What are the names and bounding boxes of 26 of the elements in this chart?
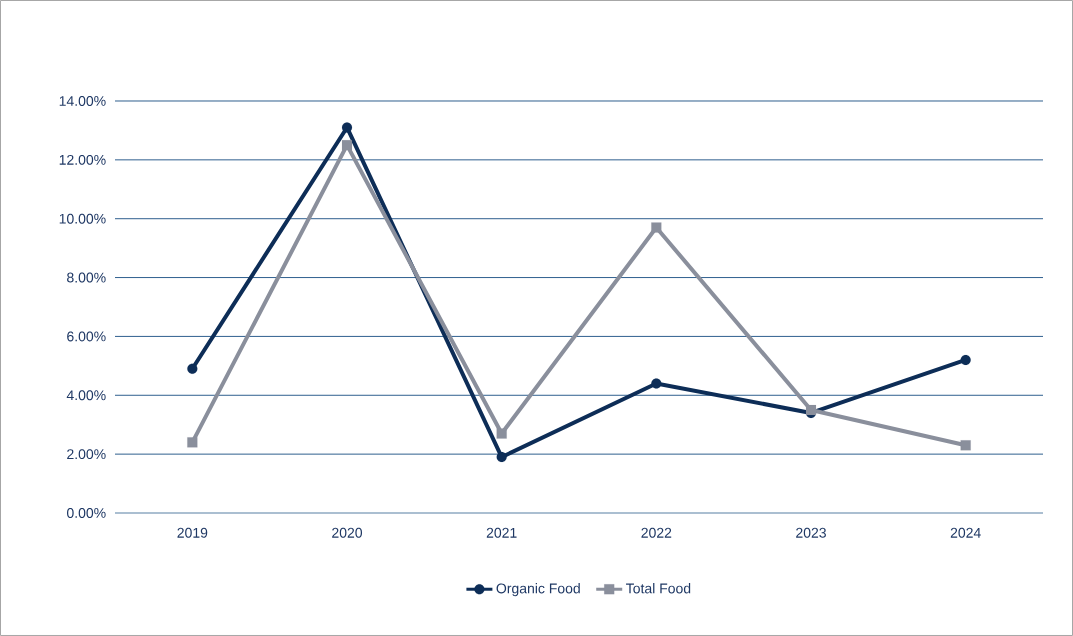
point bbox=[341, 140, 353, 151]
point bbox=[341, 122, 353, 133]
y-tick-label: 8.00% bbox=[67, 272, 106, 283]
y-tick-label: 12.00% bbox=[59, 154, 106, 165]
y-tick-label: 10.00% bbox=[59, 213, 106, 224]
y-tick-label: 2.00% bbox=[67, 449, 106, 460]
point bbox=[651, 222, 662, 233]
legend-label: Organic Food bbox=[496, 583, 580, 597]
point bbox=[496, 428, 507, 439]
point bbox=[651, 378, 662, 389]
y-tick-label: 6.00% bbox=[67, 331, 106, 342]
y-tick-label: 14.00% bbox=[59, 96, 106, 106]
x-tick-label: 2019 bbox=[177, 527, 208, 538]
point bbox=[960, 354, 971, 366]
point bbox=[187, 437, 198, 448]
x-tick-label: 2022 bbox=[641, 527, 672, 538]
point bbox=[496, 452, 507, 463]
point bbox=[187, 363, 198, 374]
y-tick-label: 4.00% bbox=[66, 390, 106, 401]
legend-label: Total Food bbox=[626, 583, 691, 594]
x-tick-label: 2024 bbox=[950, 527, 981, 538]
x-tick-label: 2020 bbox=[332, 527, 363, 538]
point bbox=[960, 440, 971, 451]
y-tick-label: 0.00% bbox=[67, 508, 106, 518]
x-tick-label: 2023 bbox=[796, 527, 826, 538]
x-tick-label: 2021 bbox=[486, 527, 517, 538]
